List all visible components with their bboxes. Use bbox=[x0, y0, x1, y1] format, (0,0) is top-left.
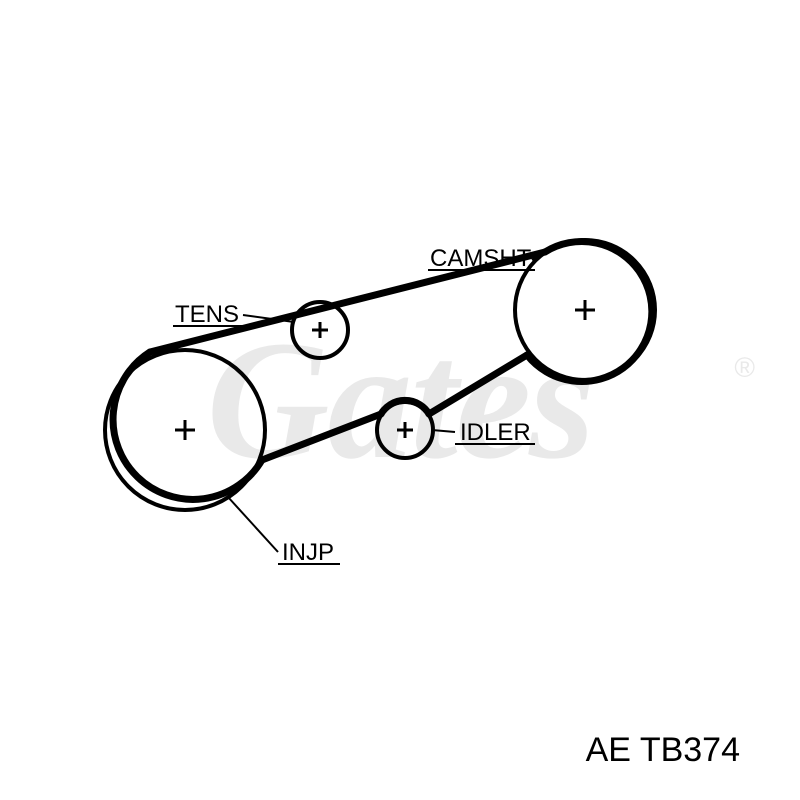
diagram-canvas: Gates ® bbox=[0, 0, 800, 800]
belt-seg-idler-injp bbox=[262, 414, 381, 460]
part-code: TB374 bbox=[640, 731, 740, 769]
center-mark-injp bbox=[175, 420, 195, 440]
label-tens: TENS bbox=[175, 301, 239, 328]
center-mark-idler bbox=[397, 422, 413, 438]
label-camshaft: CAMSHT bbox=[430, 245, 532, 272]
leader-idler bbox=[432, 430, 455, 432]
label-idler: IDLER bbox=[460, 419, 531, 446]
part-brand: AE bbox=[586, 731, 631, 769]
belt-diagram-svg: CAMSHT TENS IDLER INJP bbox=[0, 0, 800, 800]
center-mark-camshaft bbox=[575, 300, 595, 320]
leader-injp bbox=[228, 497, 278, 552]
label-injp: INJP bbox=[282, 539, 334, 566]
part-number: AE TB374 bbox=[586, 731, 740, 770]
center-mark-tensioner bbox=[312, 322, 328, 338]
belt-seg-cam-idler bbox=[429, 355, 527, 414]
